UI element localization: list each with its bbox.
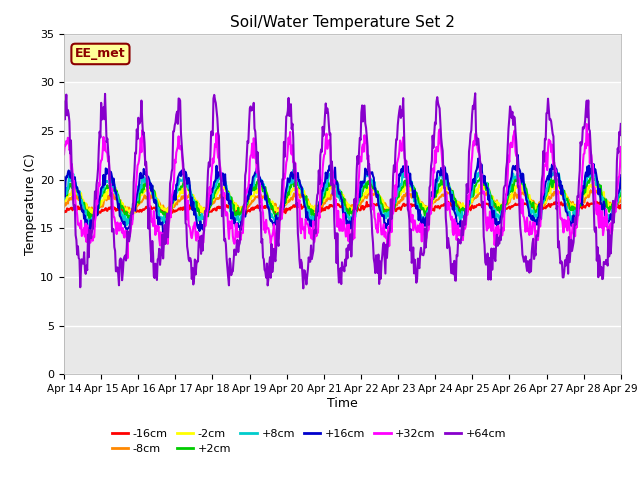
X-axis label: Time: Time — [327, 397, 358, 410]
Title: Soil/Water Temperature Set 2: Soil/Water Temperature Set 2 — [230, 15, 455, 30]
Y-axis label: Temperature (C): Temperature (C) — [24, 153, 37, 255]
Legend: -16cm, -8cm, -2cm, +2cm, +8cm, +16cm, +32cm, +64cm: -16cm, -8cm, -2cm, +2cm, +8cm, +16cm, +3… — [108, 424, 511, 459]
Text: EE_met: EE_met — [75, 48, 126, 60]
Bar — [64, 82, 621, 180]
